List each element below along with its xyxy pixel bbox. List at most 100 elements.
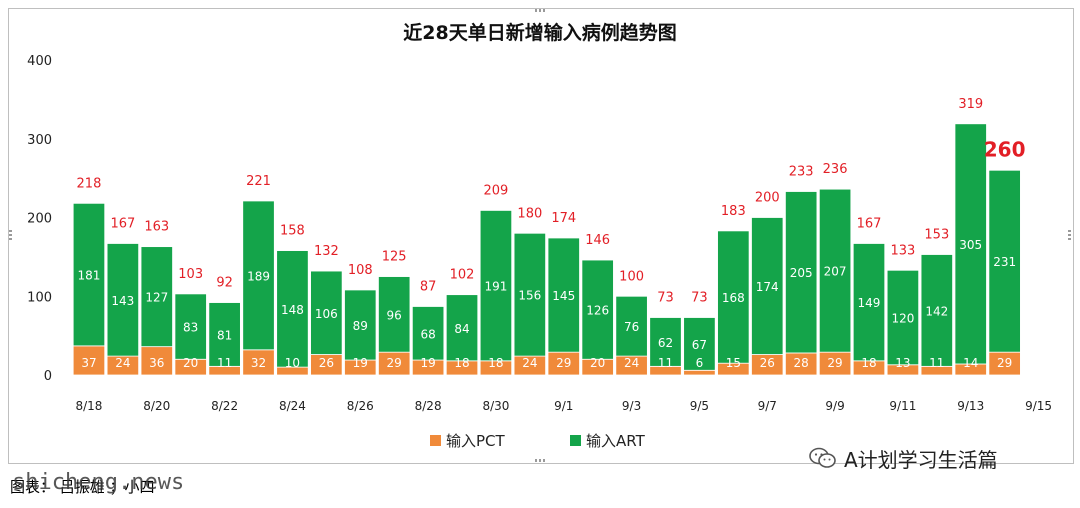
total-value-label: 233 <box>789 165 814 180</box>
total-value-label: 158 <box>280 224 305 239</box>
x-tick-label: 9/15 <box>1025 399 1052 413</box>
art-value-label: 62 <box>658 336 673 350</box>
pct-value-label: 11 <box>217 356 232 370</box>
bar-art <box>310 270 343 355</box>
bar-pct <box>242 349 275 376</box>
art-value-label: 67 <box>692 338 707 352</box>
x-tick-label: 9/9 <box>825 399 844 413</box>
art-value-label: 231 <box>993 255 1016 269</box>
total-value-label: 200 <box>755 191 780 206</box>
bar-art <box>479 210 513 362</box>
bar-art <box>174 293 207 360</box>
bar-pct <box>140 346 173 376</box>
pct-value-label: 26 <box>319 356 334 370</box>
pct-value-label: 20 <box>183 356 198 370</box>
bar-art <box>988 169 1021 353</box>
art-value-label: 120 <box>891 312 914 326</box>
total-value-label: 92 <box>216 276 233 291</box>
art-value-label: 83 <box>183 321 198 335</box>
pct-value-label: 18 <box>861 356 876 370</box>
pct-value-label: 19 <box>420 356 435 370</box>
pct-value-label: 26 <box>760 356 775 370</box>
source-credit: 图表： 吕振雄 ；小四 <box>10 478 155 496</box>
legend-label-art: 输入ART <box>586 432 646 450</box>
resize-handle-top[interactable] <box>535 9 545 13</box>
bar-art <box>72 202 106 347</box>
pct-value-label: 24 <box>522 356 537 370</box>
x-tick-label: 8/26 <box>347 399 374 413</box>
art-value-label: 126 <box>586 304 609 318</box>
resize-handle-left[interactable] <box>9 230 13 240</box>
bar-art <box>886 269 920 366</box>
x-tick-label: 8/20 <box>143 399 170 413</box>
pct-value-label: 20 <box>590 356 605 370</box>
pct-value-label: 36 <box>149 356 164 370</box>
pct-value-label: 37 <box>81 356 96 370</box>
bar-art <box>208 302 241 367</box>
pct-value-label: 28 <box>794 356 809 370</box>
y-tick-label: 100 <box>27 290 52 305</box>
art-value-label: 68 <box>420 327 435 341</box>
resize-handle-bottom[interactable] <box>535 459 545 463</box>
bar-art <box>683 317 716 371</box>
art-value-label: 76 <box>624 320 639 334</box>
resize-handle-right[interactable] <box>1068 230 1072 240</box>
bar-art <box>954 123 987 365</box>
art-value-label: 84 <box>454 322 469 336</box>
total-value-label: 146 <box>585 233 610 248</box>
x-tick-label: 9/1 <box>554 399 573 413</box>
art-value-label: 189 <box>247 269 270 283</box>
legend-swatch-pct <box>430 435 441 446</box>
bar-art <box>852 243 886 362</box>
bar-art <box>411 306 445 361</box>
bar-art <box>649 317 682 367</box>
y-tick-label: 300 <box>27 133 52 148</box>
pct-value-label: 13 <box>895 356 910 370</box>
total-value-label: 163 <box>144 220 169 235</box>
art-value-label: 205 <box>790 266 813 280</box>
art-value-label: 81 <box>217 328 232 342</box>
bar-art <box>751 217 784 355</box>
pct-value-label: 11 <box>929 356 944 370</box>
pct-value-label: 18 <box>454 356 469 370</box>
watermark-text: A计划学习生活篇 <box>844 447 998 472</box>
pct-value-label: 10 <box>285 356 300 370</box>
total-value-label: 221 <box>246 174 271 189</box>
art-value-label: 305 <box>959 238 982 252</box>
bar-art <box>276 250 309 368</box>
total-value-label: 260 <box>984 137 1026 161</box>
total-value-label: 218 <box>77 176 102 191</box>
art-value-label: 174 <box>756 280 779 294</box>
x-tick-label: 8/30 <box>482 399 509 413</box>
x-tick-label: 9/13 <box>957 399 984 413</box>
bar-art <box>581 259 614 360</box>
art-value-label: 207 <box>824 265 847 279</box>
pct-value-label: 29 <box>827 356 842 370</box>
bar-art <box>513 232 547 357</box>
pct-value-label: 29 <box>997 356 1012 370</box>
y-tick-label: 400 <box>27 54 52 69</box>
x-tick-label: 9/7 <box>758 399 777 413</box>
total-value-label: 167 <box>110 216 135 231</box>
pct-value-label: 15 <box>726 356 741 370</box>
total-value-label: 102 <box>450 268 475 283</box>
art-value-label: 142 <box>925 304 948 318</box>
bar-art <box>344 289 377 361</box>
pct-value-label: 29 <box>387 356 402 370</box>
bar-art <box>140 246 173 348</box>
total-value-label: 73 <box>691 291 708 306</box>
pct-value-label: 11 <box>658 356 673 370</box>
art-value-label: 89 <box>353 319 368 333</box>
art-value-label: 149 <box>858 296 881 310</box>
total-value-label: 133 <box>890 243 915 258</box>
art-value-label: 96 <box>387 308 402 322</box>
pct-value-label: 29 <box>556 356 571 370</box>
total-value-label: 174 <box>551 211 576 226</box>
bar-pct <box>683 369 716 376</box>
bar-art <box>242 200 275 351</box>
bar-pct <box>72 345 106 376</box>
pct-value-label: 24 <box>624 356 639 370</box>
art-value-label: 106 <box>315 307 338 321</box>
total-value-label: 108 <box>348 263 373 278</box>
